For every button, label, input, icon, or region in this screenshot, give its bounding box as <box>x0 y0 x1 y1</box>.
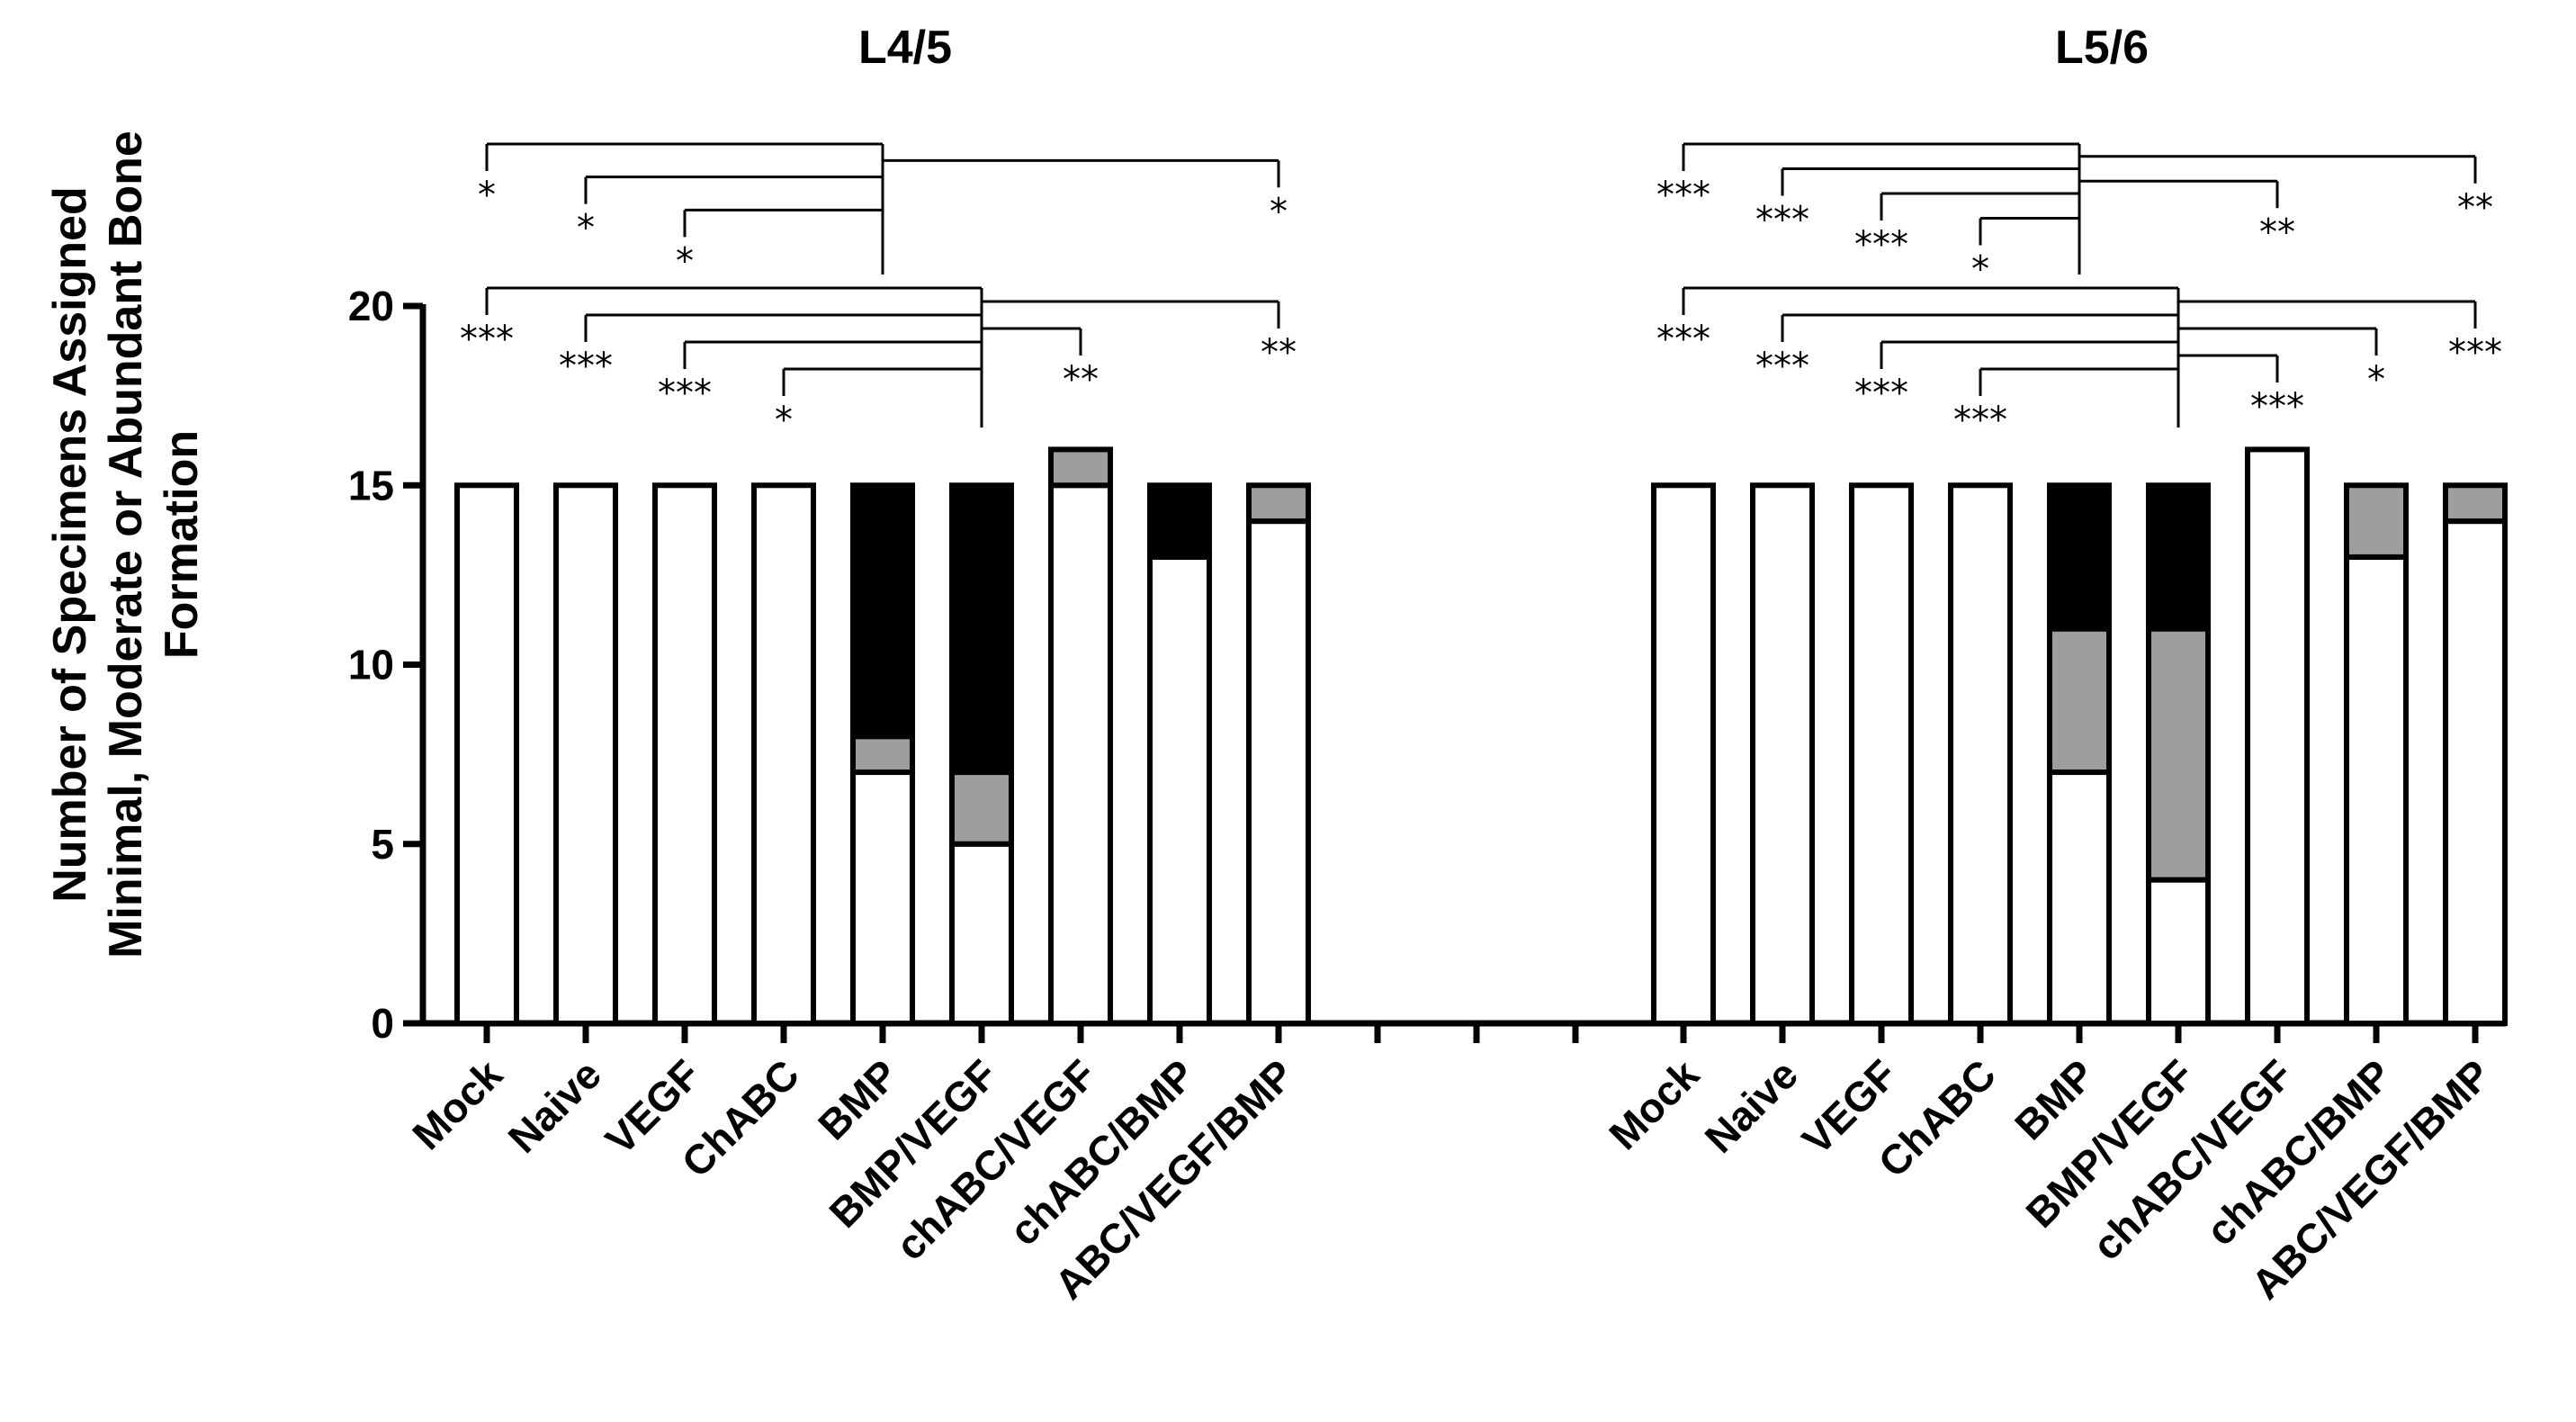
bar-segment <box>2146 626 2211 883</box>
panel-titles: L4/5 L5/6 <box>858 22 2149 74</box>
category-label: Naive <box>1696 1050 1808 1162</box>
bar-segment <box>652 482 717 1026</box>
bar-segment <box>2146 877 2211 1026</box>
significance-label: * <box>1971 249 1989 291</box>
bar-segment <box>2344 482 2409 560</box>
bar-segment <box>1147 482 1212 560</box>
significance-label: * <box>478 175 496 216</box>
bar-segment <box>454 482 519 1026</box>
significance-label: *** <box>1854 373 1908 414</box>
bar-segment <box>2344 554 2409 1026</box>
y-tick-label: 10 <box>348 642 394 688</box>
bar-segment <box>850 482 915 740</box>
significance-label: ** <box>1261 332 1297 374</box>
bar-segment <box>2443 482 2508 525</box>
significance-label: * <box>2367 359 2385 400</box>
significance-label: *** <box>1953 400 2007 441</box>
bar-segment <box>1948 482 2013 1026</box>
bar-segment <box>2245 446 2310 1026</box>
bars <box>454 446 2508 1026</box>
significance-label: * <box>577 208 595 249</box>
bar-segment <box>1246 518 1311 1026</box>
significance-label: *** <box>460 319 514 360</box>
significance-label: *** <box>2250 386 2304 428</box>
bar-segment <box>850 770 915 1026</box>
panel-title: L5/6 <box>2055 22 2149 74</box>
bar-segment <box>1147 554 1212 1026</box>
significance-label: *** <box>1755 346 1809 387</box>
significance-label: ** <box>2457 187 2493 229</box>
bar-segment <box>1048 446 1113 489</box>
category-label: Naive <box>499 1050 611 1162</box>
significance-label: *** <box>1656 319 1710 360</box>
bar-segment <box>2047 770 2112 1026</box>
significance-label: *** <box>1854 224 1908 266</box>
bar-segment <box>2047 482 2112 632</box>
bar-segment <box>949 841 1014 1026</box>
significance-brackets: ****************************************… <box>460 142 2502 441</box>
y-axis-label-line: Number of Specimens Assigned <box>44 186 96 903</box>
bar-segment <box>1849 482 1914 1026</box>
significance-label: *** <box>1755 200 1809 241</box>
y-tick-label: 20 <box>348 283 394 329</box>
bar-segment <box>949 482 1014 776</box>
significance-label: * <box>676 240 694 282</box>
y-tick-label: 15 <box>348 462 394 508</box>
bar-segment <box>2146 482 2211 632</box>
bar-segment <box>1246 482 1311 525</box>
bar-segment <box>2047 626 2112 776</box>
bar-segment <box>1750 482 1815 1026</box>
bar-segment <box>2443 518 2508 1026</box>
category-label: Mock <box>403 1050 511 1158</box>
bar-segment <box>1651 482 1716 1026</box>
significance-label: *** <box>1656 175 1710 216</box>
panel-title: L4/5 <box>858 22 952 74</box>
bar-segment <box>751 482 816 1026</box>
y-axis-label: Number of Specimens AssignedMinimal, Mod… <box>44 130 208 958</box>
bar-segment <box>1048 482 1113 1026</box>
bar-segment <box>949 770 1014 847</box>
y-axis-label-line: Minimal, Moderate or Abundant Bone <box>100 130 152 958</box>
significance-label: ** <box>2259 212 2295 253</box>
category-label: Mock <box>1600 1050 1708 1158</box>
bar-segment <box>850 734 915 776</box>
bar-segment <box>553 482 618 1026</box>
significance-label: *** <box>2448 332 2502 374</box>
significance-label: * <box>1270 191 1288 232</box>
significance-label: *** <box>658 373 712 414</box>
significance-label: * <box>775 400 793 441</box>
significance-label: *** <box>559 346 613 387</box>
y-axis-label-line: Formation <box>156 430 208 659</box>
y-tick-label: 0 <box>371 1000 394 1047</box>
y-tick-label: 5 <box>371 821 394 868</box>
significance-label: ** <box>1063 359 1099 400</box>
